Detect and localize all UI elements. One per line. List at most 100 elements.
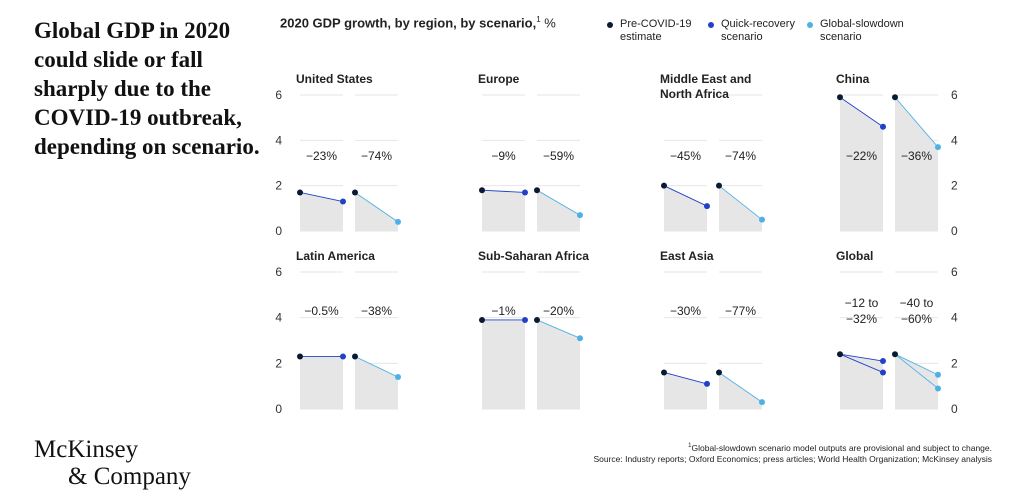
footnote-text: Global-slowdown scenario model outputs a… (691, 442, 992, 453)
change-label-slowdown-europe: −59% (543, 149, 574, 163)
point-slowdown-united-states (395, 218, 401, 225)
line-quick-global (839, 353, 884, 373)
point-quick-united-states (340, 198, 346, 205)
legend-item-pre-covid: Pre-COVID-19 estimate (607, 18, 717, 44)
point-pre-covid-china (892, 94, 898, 101)
y-tick-label-right: 2 (951, 356, 958, 370)
y-tick-label-left: 4 (275, 133, 282, 147)
point-pre-covid-east-asia (661, 369, 667, 376)
y-tick-label-right: 4 (951, 311, 958, 325)
y-tick-label-left: 0 (275, 224, 282, 238)
area-quick-global (840, 354, 883, 409)
change-label-slowdown-east-asia: −77% (725, 304, 756, 318)
point-pre-covid-china (837, 94, 843, 101)
area-slowdown-sub-saharan-africa (537, 319, 580, 409)
area-quick-latin-america (300, 356, 343, 409)
chart-title-footnote-mark: 1 (536, 15, 541, 24)
area-quick-china (840, 97, 883, 232)
point-slowdown-middle-east-and-north-africa (759, 216, 765, 223)
y-tick-label-right: 6 (951, 88, 958, 102)
area-slowdown-united-states (355, 192, 398, 231)
change-label-quick-middle-east-and-north-africa: −45% (670, 149, 701, 163)
change-label-slowdown-united-states: −74% (361, 149, 392, 163)
point-pre-covid-latin-america (297, 353, 303, 360)
y-tick-label-left: 2 (275, 356, 282, 370)
logo-line-2: & Company (68, 463, 191, 490)
panel-title-middle-east-and-north-africa: Middle East and (660, 72, 751, 86)
legend-item-global-slowdown: Global-slowdown scenario (807, 18, 937, 44)
point-slowdown-latin-america (395, 374, 401, 381)
logo-line-1: McKinsey (34, 436, 139, 463)
point-quick-global (880, 369, 886, 376)
line-slowdown-sub-saharan-africa (536, 319, 581, 339)
point-pre-covid-europe (534, 187, 540, 194)
y-tick-label-left: 6 (275, 88, 282, 102)
point-slowdown-global (935, 385, 941, 392)
area-quick-middle-east-and-north-africa (664, 185, 707, 231)
legend-label-quick-recovery: Quick-recovery scenario (721, 18, 795, 43)
area-slowdown-global (895, 354, 938, 409)
point-slowdown-europe (577, 212, 583, 219)
footnotes: 1Global-slowdown scenario model outputs … (593, 441, 992, 465)
panel-title-global: Global (836, 249, 873, 263)
line-slowdown-global (894, 353, 939, 389)
footnote: 1Global-slowdown scenario model outputs … (593, 441, 992, 454)
legend-label-global-slowdown: Global-slowdown scenario (820, 18, 904, 43)
line-slowdown-global (894, 353, 939, 376)
line-quick-europe (481, 189, 526, 193)
y-tick-label-right: 4 (951, 133, 958, 147)
area-slowdown-china (895, 97, 938, 232)
point-slowdown-sub-saharan-africa (577, 335, 583, 342)
change-label-quick-global: −32% (846, 312, 877, 326)
line-slowdown-china (894, 96, 939, 148)
change-label-slowdown-latin-america: −38% (361, 304, 392, 318)
mckinsey-logo: McKinsey & Company (34, 436, 191, 490)
point-pre-covid-sub-saharan-africa (534, 316, 540, 323)
source-note: Source: Industry reports; Oxford Economi… (593, 453, 992, 464)
line-quick-united-states (299, 192, 344, 202)
line-quick-east-asia (663, 372, 708, 385)
chart-title-text: 2020 GDP growth, by region, by scenario, (280, 15, 537, 31)
y-tick-label-right: 0 (951, 402, 958, 416)
area-slowdown-latin-america (355, 356, 398, 409)
y-tick-label-right: 6 (951, 265, 958, 279)
change-label-slowdown-global: −40 to (900, 296, 934, 310)
point-pre-covid-europe (479, 187, 485, 194)
point-pre-covid-global (892, 351, 898, 358)
point-quick-europe (522, 189, 528, 196)
legend-dot-global-slowdown (807, 22, 813, 28)
point-quick-east-asia (704, 380, 710, 387)
point-pre-covid-middle-east-and-north-africa (661, 182, 667, 189)
change-label-slowdown-china: −36% (901, 149, 932, 163)
point-quick-china (880, 123, 886, 130)
change-label-quick-united-states: −23% (306, 149, 337, 163)
line-slowdown-united-states (354, 192, 399, 223)
panel-title-latin-america: Latin America (296, 249, 375, 263)
area-quick-sub-saharan-africa (482, 319, 525, 409)
legend-label-pre-covid: Pre-COVID-19 estimate (620, 18, 692, 43)
change-label-quick-global: −12 to (845, 296, 879, 310)
y-tick-label-left: 0 (275, 402, 282, 416)
point-pre-covid-united-states (297, 189, 303, 196)
point-quick-middle-east-and-north-africa (704, 203, 710, 210)
point-pre-covid-east-asia (716, 369, 722, 376)
headline: Global GDP in 2020 could slide or fall s… (34, 18, 260, 159)
panel-title-united-states: United States (296, 72, 373, 86)
change-label-quick-latin-america: −0.5% (304, 304, 339, 318)
panel-title-east-asia: East Asia (660, 249, 714, 263)
change-label-slowdown-middle-east-and-north-africa: −74% (725, 149, 756, 163)
line-slowdown-east-asia (718, 372, 763, 403)
area-slowdown-europe (537, 190, 580, 231)
panel-title-middle-east-and-north-africa: North Africa (660, 87, 729, 101)
panel-title-sub-saharan-africa: Sub-Saharan Africa (478, 249, 589, 263)
footnote-mark: 1 (688, 443, 692, 449)
area-slowdown-middle-east-and-north-africa (719, 185, 762, 231)
area-quick-united-states (300, 192, 343, 231)
line-quick-middle-east-and-north-africa (663, 185, 708, 207)
point-quick-sub-saharan-africa (522, 316, 528, 323)
change-label-quick-east-asia: −30% (670, 304, 701, 318)
change-label-slowdown-sub-saharan-africa: −20% (543, 304, 574, 318)
change-label-quick-sub-saharan-africa: −1% (491, 304, 516, 318)
point-pre-covid-middle-east-and-north-africa (716, 182, 722, 189)
point-slowdown-east-asia (759, 399, 765, 406)
